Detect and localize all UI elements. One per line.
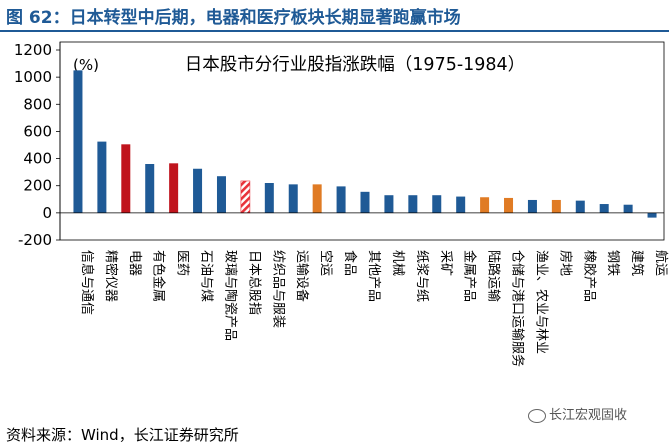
- bar-24: [623, 204, 633, 213]
- x-category-label: 有色金属: [151, 250, 167, 302]
- title-divider: [0, 30, 669, 32]
- x-category-label: 玻璃与陶瓷产品: [222, 250, 238, 341]
- x-category-label: 橡胶产品: [581, 250, 597, 302]
- wechat-icon: [528, 408, 546, 423]
- y-tick-label: 0: [42, 204, 52, 222]
- watermark: 长江宏观固收: [528, 404, 627, 423]
- x-category-label: 建筑: [629, 250, 645, 276]
- bar-5: [169, 163, 179, 213]
- bar-9: [264, 183, 274, 213]
- x-category-label: 信息与通信: [79, 250, 95, 315]
- x-category-label: 医药: [175, 250, 190, 276]
- bar-14: [384, 195, 394, 213]
- x-category-label: 空运: [318, 250, 333, 276]
- source-note: 资料来源：Wind，长江证券研究所: [6, 426, 239, 444]
- x-category-label: 钢铁: [605, 250, 620, 276]
- bar-8: [240, 180, 251, 214]
- y-axis: -200 0 200 400 600 800 1000 1200: [14, 41, 61, 249]
- bar-7: [216, 176, 226, 213]
- bar-3: [121, 144, 131, 213]
- x-axis-labels: 信息与通信 精密仪器 电器 有色金属 医药 石油与煤 玻璃与陶瓷产品 日本总股指 纺织品与服装运…: [79, 250, 669, 367]
- watermark-text: 长江宏观固收: [549, 408, 628, 423]
- bar-17: [456, 196, 466, 213]
- bar-15: [408, 195, 418, 213]
- x-category-label: 食品: [342, 250, 358, 276]
- y-axis-unit-label: (%): [73, 56, 99, 74]
- y-tick-label: 600: [23, 122, 52, 140]
- x-category-label: 渔业、农业与林业: [533, 250, 548, 354]
- bar-23: [599, 204, 609, 213]
- x-category-label: 航运: [653, 250, 669, 276]
- x-category-label: 机械: [390, 250, 405, 276]
- bar-20: [527, 199, 537, 213]
- bar-22: [575, 200, 585, 213]
- y-tick-label: 1000: [14, 68, 52, 86]
- bar-1: [73, 70, 83, 213]
- bar-4: [145, 164, 155, 213]
- x-category-label: 纸浆与纸: [414, 250, 429, 302]
- bar-2: [97, 141, 107, 213]
- bar-10: [288, 184, 298, 213]
- y-tick-label: -200: [18, 231, 52, 249]
- y-tick-label: 400: [23, 150, 52, 168]
- bar-6: [193, 168, 203, 213]
- bar-21: [551, 199, 561, 213]
- figure-title: 图 62：日本转型中后期，电器和医疗板块长期显著跑赢市场: [6, 8, 461, 28]
- chart-title: 日本股市分行业股指涨跌幅（1975-1984）: [185, 55, 525, 75]
- x-category-label: 精密仪器: [103, 250, 119, 302]
- x-category-label: 纺织品与服装: [270, 250, 285, 328]
- bars-group: [73, 70, 657, 218]
- x-category-label: 石油与煤: [199, 250, 214, 302]
- bar-12: [336, 186, 346, 213]
- bar-19: [504, 197, 514, 213]
- x-category-label: 运输设备: [294, 250, 310, 302]
- bar-13: [360, 191, 370, 213]
- x-category-label: 日本总股指: [246, 250, 261, 315]
- bar-11: [312, 184, 322, 213]
- bar-16: [432, 195, 442, 213]
- bar-25: [647, 212, 657, 218]
- x-category-label: 电器: [127, 250, 142, 276]
- x-category-label: 其他产品: [366, 250, 381, 302]
- x-category-label: 仓储与港口运输服务: [510, 250, 526, 367]
- x-category-label: 房地: [557, 250, 573, 276]
- x-category-label: 采矿: [438, 250, 453, 276]
- y-tick-label: 1200: [14, 41, 52, 59]
- y-tick-label: 800: [23, 95, 52, 113]
- x-category-label: 金属产品: [462, 250, 478, 302]
- x-category-label: 陆路运输: [486, 250, 502, 302]
- y-tick-label: 200: [23, 177, 52, 195]
- bar-18: [480, 197, 490, 213]
